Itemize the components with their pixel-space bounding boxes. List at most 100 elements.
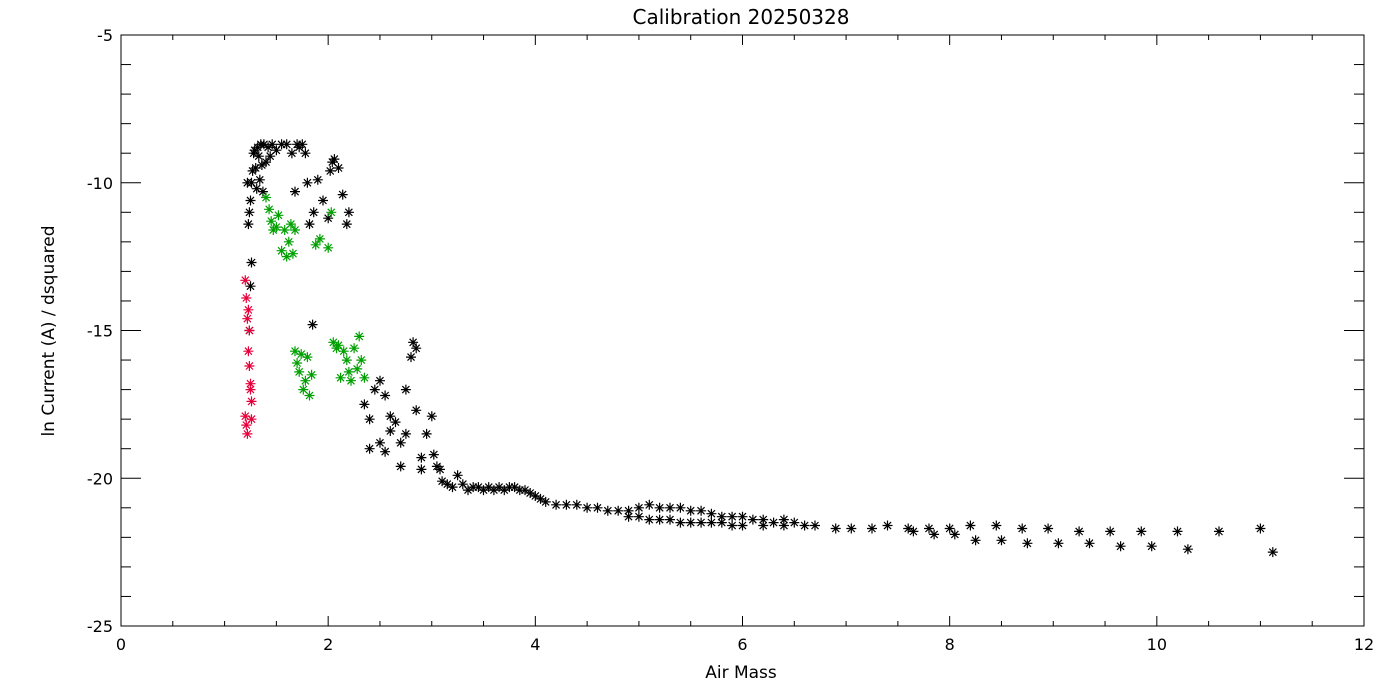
data-point (326, 207, 337, 218)
data-point (244, 207, 255, 218)
data-point (246, 257, 257, 268)
data-point (333, 163, 344, 173)
data-point (246, 414, 257, 425)
data-point (488, 485, 499, 496)
data-point (276, 245, 287, 256)
data-point (499, 485, 510, 496)
data-point (338, 346, 349, 357)
data-point (302, 352, 313, 363)
data-point (727, 511, 738, 522)
data-point (331, 343, 342, 354)
data-point (571, 499, 582, 510)
data-point (300, 148, 311, 159)
data-point (408, 337, 419, 348)
data-point (768, 517, 779, 528)
data-point (737, 520, 748, 531)
data-point (341, 355, 352, 366)
data-point (514, 485, 525, 496)
data-point (329, 154, 340, 165)
data-point (285, 219, 296, 230)
data-point (540, 496, 551, 507)
data-point (287, 248, 298, 259)
data-point (283, 236, 294, 247)
data-point (375, 375, 385, 386)
data-point (343, 207, 354, 218)
data-point (245, 384, 256, 395)
data-point (242, 313, 253, 324)
data-point (716, 517, 727, 528)
data-point (696, 517, 707, 528)
data-point (254, 174, 265, 185)
data-point (312, 174, 323, 185)
data-point (468, 482, 479, 493)
data-point (271, 145, 282, 156)
data-point (266, 216, 277, 227)
data-point (304, 219, 315, 230)
data-point (924, 523, 934, 534)
y-tick-label: -5 (97, 26, 113, 45)
x-tick-label: 2 (323, 635, 333, 654)
data-point (561, 499, 572, 510)
data-point (675, 517, 686, 528)
data-point (483, 482, 494, 493)
data-point (244, 361, 255, 371)
data-point (551, 499, 562, 510)
data-point (747, 514, 758, 525)
data-point (279, 225, 290, 235)
data-point (696, 505, 707, 516)
data-point (830, 523, 841, 534)
data-point (633, 511, 644, 522)
data-point (778, 514, 789, 525)
data-point (706, 508, 717, 519)
data-point (258, 139, 269, 150)
data-point (613, 505, 624, 516)
data-point (375, 437, 385, 448)
data-point (654, 502, 665, 513)
data-point (1017, 523, 1028, 534)
data-point (509, 482, 520, 493)
data-point (325, 165, 336, 176)
data-point (949, 529, 960, 540)
data-point (385, 411, 396, 422)
data-point (530, 491, 541, 501)
data-point (400, 428, 411, 439)
data-point (727, 520, 738, 531)
data-point (1022, 538, 1033, 549)
data-point (1053, 538, 1064, 549)
data-point (428, 449, 439, 460)
data-point (243, 304, 254, 315)
data-point (250, 163, 261, 173)
data-point (1267, 547, 1278, 558)
data-point (292, 139, 303, 150)
data-point (416, 464, 427, 475)
data-point (276, 139, 287, 150)
data-point (271, 222, 282, 233)
data-point (1214, 526, 1224, 537)
data-point (582, 502, 593, 513)
data-point (241, 293, 252, 303)
data-point (390, 417, 401, 428)
data-point (665, 514, 675, 525)
y-tick-label: -15 (87, 322, 113, 341)
data-point (623, 505, 634, 516)
data-point (349, 343, 360, 354)
data-point (778, 520, 789, 531)
data-point (359, 372, 370, 383)
data-point (245, 281, 256, 292)
data-point (416, 452, 427, 463)
data-point (457, 479, 468, 490)
axis-tick-labels: 0 2 4 6 8 10 12 -25 -20 -15 -10 -5 (87, 26, 1374, 654)
data-point (308, 207, 319, 218)
data-point (799, 520, 810, 531)
data-point (245, 195, 256, 206)
data-point (685, 517, 696, 528)
data-point (241, 420, 252, 431)
data-point (261, 157, 271, 168)
x-tick-label: 10 (1147, 635, 1167, 654)
data-point (290, 346, 300, 357)
data-point (364, 443, 375, 454)
data-point (298, 384, 309, 395)
data-point (737, 511, 748, 522)
data-point (882, 520, 893, 531)
data-point (380, 446, 391, 457)
